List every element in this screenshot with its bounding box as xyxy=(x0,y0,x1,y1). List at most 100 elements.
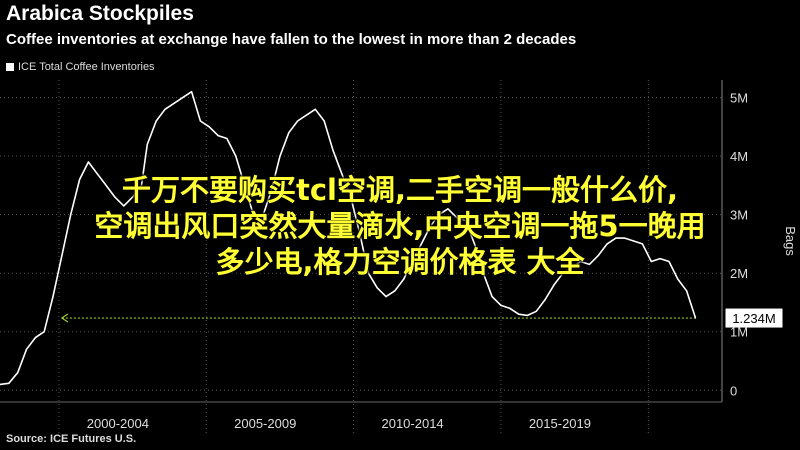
series-point xyxy=(252,214,255,216)
y-tick-label: 5M xyxy=(730,91,748,106)
series-point xyxy=(243,184,246,186)
y-tick-label: 3M xyxy=(730,208,748,223)
series-point xyxy=(164,108,166,110)
series-point xyxy=(438,214,440,216)
series-point xyxy=(182,96,184,99)
series-point xyxy=(132,196,134,198)
y-axis-label: Bags xyxy=(783,226,798,256)
y-tick-label: 0 xyxy=(730,383,737,398)
series-point xyxy=(140,184,143,186)
x-tick-label: 2000-2004 xyxy=(87,416,149,431)
series-point xyxy=(420,243,423,245)
series-point xyxy=(70,214,72,216)
series-point xyxy=(411,260,414,263)
series-point xyxy=(314,108,316,110)
series-point xyxy=(615,237,617,239)
series-point xyxy=(597,255,599,257)
x-tick-label: 2005-2009 xyxy=(234,416,296,431)
series-point xyxy=(43,331,45,333)
overlay-text-line-1: 千万不要购买tcl空调,二手空调一般什么价, xyxy=(121,173,679,207)
last-value-box xyxy=(725,308,783,328)
series-point xyxy=(535,310,537,312)
reference-arrow xyxy=(60,313,69,323)
series-point xyxy=(571,266,573,268)
series-point xyxy=(217,135,219,137)
series-point xyxy=(473,243,476,245)
y-tick-label: 1M xyxy=(730,325,748,340)
y-tick-label: 2M xyxy=(730,266,748,281)
series-point xyxy=(114,196,116,198)
series-point xyxy=(465,219,467,222)
last-value-label: 1.234M xyxy=(732,311,775,326)
source-note: Source: ICE Futures U.S. xyxy=(6,433,137,445)
series-point xyxy=(588,263,590,266)
series-point xyxy=(305,114,308,116)
series-point xyxy=(491,296,493,298)
series-point xyxy=(668,260,670,263)
series-point xyxy=(677,278,679,280)
series-point xyxy=(155,120,157,122)
series-point xyxy=(341,173,343,175)
series-point xyxy=(297,120,299,122)
series-point xyxy=(694,317,697,319)
series-point xyxy=(429,225,431,227)
series-point xyxy=(606,243,608,245)
legend: ICE Total Coffee Inventories xyxy=(6,61,155,73)
series-point xyxy=(123,205,125,207)
series-point xyxy=(270,190,272,192)
legend-swatch xyxy=(6,63,14,71)
series-point xyxy=(261,216,263,219)
series-point xyxy=(659,257,661,260)
series-point xyxy=(641,243,644,245)
series-point xyxy=(394,290,396,292)
series-point xyxy=(509,307,511,309)
series-point xyxy=(96,173,98,175)
series-point xyxy=(61,255,63,257)
series-point xyxy=(199,120,201,122)
overlay-text-line-2: 空调出风口突然大量滴水,中央空调一拖5一晚用 xyxy=(94,209,706,243)
series-point xyxy=(173,102,175,105)
series-point xyxy=(385,296,387,298)
series-point xyxy=(579,260,582,263)
series-point xyxy=(632,240,635,242)
series-point xyxy=(208,126,210,128)
series-point xyxy=(456,216,458,219)
y-tick-label: 4M xyxy=(730,149,748,164)
series-point xyxy=(350,196,352,198)
series-point xyxy=(526,314,529,316)
series-point xyxy=(332,149,334,151)
series-point xyxy=(500,304,502,306)
chart-subtitle: Coffee inventories at exchange have fall… xyxy=(6,31,577,48)
x-tick-label: 2010-2014 xyxy=(381,416,443,431)
series-point xyxy=(34,337,36,339)
legend-label: ICE Total Coffee Inventories xyxy=(18,61,155,73)
series-point xyxy=(87,161,90,163)
series-point xyxy=(686,290,688,292)
series-point xyxy=(518,313,520,315)
series-point xyxy=(358,231,361,233)
series-point xyxy=(624,237,626,239)
x-tick-label: 2015-2019 xyxy=(529,416,591,431)
series-point xyxy=(190,91,193,93)
series-point xyxy=(8,382,10,384)
series-point xyxy=(279,155,281,157)
series-point xyxy=(403,278,405,280)
series-point xyxy=(376,287,378,289)
overlay-text-line-3: 多少电,格力空调价格表 大全 xyxy=(215,245,585,279)
series-point xyxy=(447,208,449,210)
series-point xyxy=(235,155,237,157)
series-point xyxy=(482,272,484,274)
series-point xyxy=(562,272,564,274)
series-point xyxy=(553,284,555,286)
series-point xyxy=(52,296,54,298)
series-point xyxy=(544,298,546,301)
series-point xyxy=(105,184,107,186)
series-point xyxy=(146,143,148,145)
series-point xyxy=(288,132,290,134)
series-point xyxy=(367,272,369,274)
series-point xyxy=(226,137,228,140)
series-point xyxy=(323,120,325,122)
series-point xyxy=(25,348,28,350)
series-point xyxy=(0,383,1,386)
